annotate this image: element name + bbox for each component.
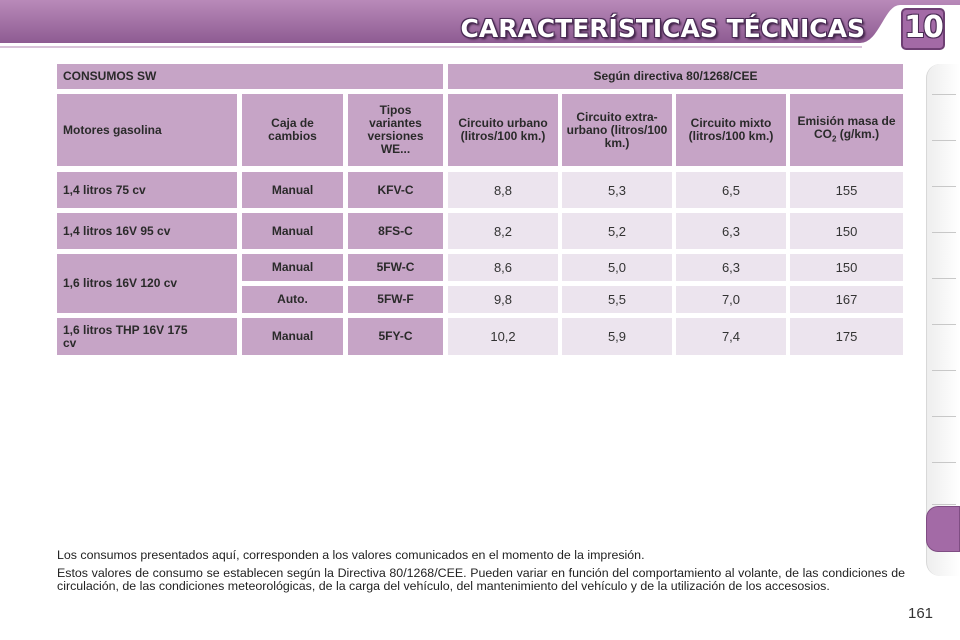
table-row-gearbox: Manual bbox=[242, 254, 343, 281]
table-title: CONSUMOS SW bbox=[57, 64, 443, 89]
table-cell-mixed: 7,0 bbox=[676, 286, 786, 313]
note-values-at-print: Los consumos presentados aquí, correspon… bbox=[57, 548, 645, 562]
side-tabs-background bbox=[926, 64, 960, 576]
note-directive-conditions: Estos valores de consumo se establecen s… bbox=[57, 566, 905, 593]
side-tab-divider bbox=[932, 462, 956, 463]
column-header-co2: Emisión masa de CO2 (g/km.) bbox=[790, 94, 903, 166]
column-header-engine: Motores gasolina bbox=[57, 94, 237, 166]
table-cell-urban: 10,2 bbox=[448, 318, 558, 355]
column-header-urban: Circuito urbano (litros/100 km.) bbox=[448, 94, 558, 166]
table-cell-mixed: 6,3 bbox=[676, 213, 786, 249]
co2-header-unit: (g/km.) bbox=[836, 126, 880, 141]
side-tab-divider bbox=[932, 186, 956, 187]
side-chapter-tabs bbox=[926, 64, 960, 576]
side-tab-current-chapter[interactable] bbox=[926, 506, 960, 552]
table-cell-mixed: 7,4 bbox=[676, 318, 786, 355]
table-directive: Según directiva 80/1268/CEE bbox=[448, 64, 903, 89]
table-row-type: 5FY-C bbox=[348, 318, 443, 355]
side-tab-divider bbox=[932, 504, 956, 505]
table-cell-extra-urban: 5,3 bbox=[562, 172, 672, 208]
co2-header-line: Emisión masa de CO2 (g/km.) bbox=[790, 113, 903, 145]
side-tab-divider bbox=[932, 94, 956, 95]
table-row-engine: 1,6 litros THP 16V 175 cv bbox=[57, 318, 237, 355]
table-cell-extra-urban: 5,0 bbox=[562, 254, 672, 281]
chapter-header: CARACTERÍSTICAS TÉCNICAS 10 bbox=[0, 0, 960, 56]
chapter-title: CARACTERÍSTICAS TÉCNICAS bbox=[460, 14, 866, 43]
table-row-gearbox: Manual bbox=[242, 172, 343, 208]
table-cell-extra-urban: 5,2 bbox=[562, 213, 672, 249]
co2-header-text: Emisión masa de CO bbox=[797, 113, 896, 141]
table-cell-mixed: 6,3 bbox=[676, 254, 786, 281]
table-cell-co2: 175 bbox=[790, 318, 903, 355]
table-cell-urban: 8,8 bbox=[448, 172, 558, 208]
side-tab-divider bbox=[932, 140, 956, 141]
table-cell-co2: 167 bbox=[790, 286, 903, 313]
co2-subscript: 2 bbox=[831, 134, 837, 144]
header-band bbox=[0, 0, 960, 50]
side-tab-divider bbox=[932, 232, 956, 233]
table-cell-co2: 150 bbox=[790, 254, 903, 281]
table-row-type: 8FS-C bbox=[348, 213, 443, 249]
table-row-type: 5FW-C bbox=[348, 254, 443, 281]
table-row-type: 5FW-F bbox=[348, 286, 443, 313]
table-cell-co2: 155 bbox=[790, 172, 903, 208]
table-row-engine: 1,6 litros 16V 120 cv bbox=[57, 254, 237, 313]
table-cell-mixed: 6,5 bbox=[676, 172, 786, 208]
side-tab-divider bbox=[932, 324, 956, 325]
table-cell-urban: 9,8 bbox=[448, 286, 558, 313]
table-cell-extra-urban: 5,9 bbox=[562, 318, 672, 355]
column-header-types: Tipos variantes versiones WE... bbox=[348, 94, 443, 166]
column-header-mixed: Circuito mixto (litros/100 km.) bbox=[676, 94, 786, 166]
page-number: 161 bbox=[908, 605, 934, 622]
table-row-gearbox: Auto. bbox=[242, 286, 343, 313]
side-tab-divider bbox=[932, 416, 956, 417]
chapter-number-badge: 10 bbox=[904, 10, 944, 45]
table-row-engine: 1,4 litros 75 cv bbox=[57, 172, 237, 208]
side-tab-divider bbox=[932, 370, 956, 371]
table-cell-co2: 150 bbox=[790, 213, 903, 249]
column-header-extra-urban: Circuito extra-urbano (litros/100 km.) bbox=[562, 94, 672, 166]
table-row-engine: 1,4 litros 16V 95 cv bbox=[57, 213, 237, 249]
side-tab-divider bbox=[932, 278, 956, 279]
table-row-type: KFV-C bbox=[348, 172, 443, 208]
table-cell-urban: 8,2 bbox=[448, 213, 558, 249]
table-row-gearbox: Manual bbox=[242, 213, 343, 249]
table-cell-urban: 8,6 bbox=[448, 254, 558, 281]
column-header-gearbox: Caja de cambios bbox=[242, 94, 343, 166]
table-cell-extra-urban: 5,5 bbox=[562, 286, 672, 313]
table-row-gearbox: Manual bbox=[242, 318, 343, 355]
